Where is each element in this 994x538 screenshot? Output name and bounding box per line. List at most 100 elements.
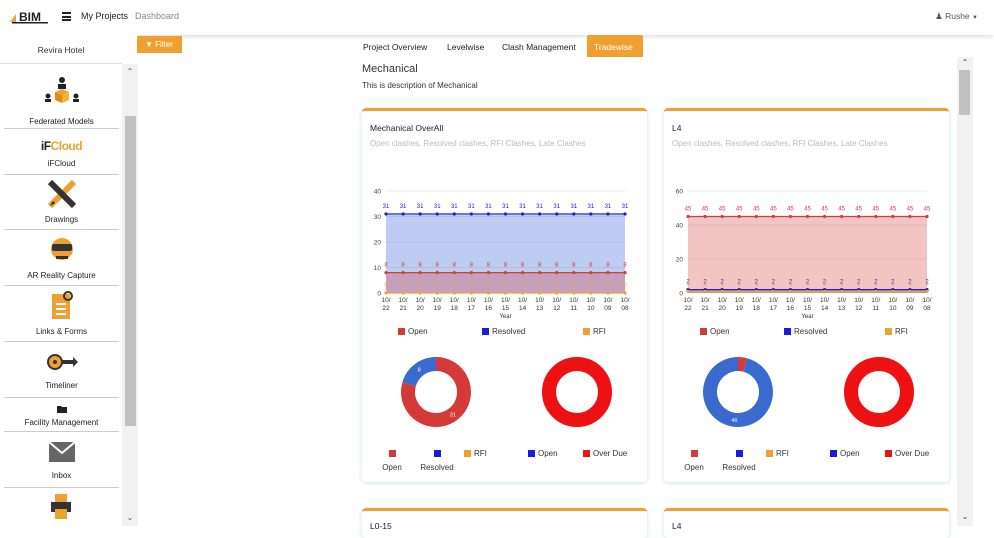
legend-resolved[interactable]: Resolved (784, 327, 827, 336)
donut-legend-open-due[interactable]: Open (830, 449, 860, 458)
donut-chart-clashes: 31 8 (401, 357, 471, 427)
sidebar-item-ifcloud[interactable]: iFCloud iFCloud (4, 130, 119, 175)
x-tick-label: 10/ (552, 297, 561, 304)
series-area-open (386, 272, 625, 293)
sidebar-item-timeliner[interactable]: Timeliner (4, 343, 119, 398)
data-point (572, 271, 576, 275)
x-axis-label: Year (499, 314, 511, 320)
data-point (788, 289, 793, 293)
sidebar-scroll-thumb[interactable] (125, 116, 136, 426)
chart-card-l4: L4 Open clashes, Resolved clashes, RFI C… (664, 108, 949, 482)
data-label: 2 (703, 280, 707, 286)
data-point (822, 289, 827, 293)
sidebar-item-federated-models[interactable]: Federated Models (4, 74, 119, 129)
data-label: 31 (588, 204, 595, 210)
data-label: 31 (434, 204, 441, 210)
data-label: 0 (606, 283, 610, 289)
donut-legend-open[interactable]: Open (682, 449, 706, 478)
sidebar-item-links-forms[interactable]: Links & Forms (4, 287, 119, 342)
sidebar-item-facility-management[interactable]: Facility Management (4, 399, 119, 432)
nav-dashboard[interactable]: Dashboard (135, 11, 180, 21)
area-chart: 0 10 20 30 40 8 8 8 8 8 8 8 8 8 8 8 8 8 8 8 31 31 31 31 31 31 31 31… (374, 189, 630, 321)
data-point (503, 212, 508, 216)
data-point (891, 289, 895, 293)
data-label: 0 (401, 283, 405, 289)
data-label: 31 (536, 204, 543, 210)
x-tick-label: 10/ (820, 297, 829, 304)
scroll-up-icon[interactable]: ⌃ (126, 67, 134, 76)
card-title: Mechanical OverAll (370, 123, 444, 133)
data-point (538, 271, 542, 275)
main-scrollbar[interactable] (957, 57, 973, 526)
nav-my-projects[interactable]: My Projects (81, 11, 129, 21)
donut-legend-rfi[interactable]: RFI (464, 449, 487, 458)
data-point (891, 214, 895, 219)
data-point (771, 214, 775, 219)
filter-button[interactable]: ▼ Filter (137, 36, 182, 53)
data-point (384, 271, 388, 275)
sidebar-item-drawings[interactable]: Drawings (4, 176, 119, 230)
legend-resolved[interactable]: Resolved (482, 327, 525, 336)
x-tick-label: 10/ (701, 297, 710, 304)
data-label: 2 (720, 280, 724, 286)
data-point (555, 212, 559, 216)
data-point (520, 271, 525, 275)
data-point (737, 214, 741, 219)
data-point (401, 271, 405, 275)
main-scroll-thumb[interactable] (959, 70, 970, 115)
scroll-down-icon[interactable]: ⌄ (126, 513, 134, 522)
main-scroll-down-icon[interactable]: ⌄ (961, 512, 969, 521)
sidebar-item-partial[interactable] (4, 490, 119, 530)
donut-legend-rfi[interactable]: RFI (766, 449, 789, 458)
data-point (418, 271, 422, 275)
tab-tradewise[interactable]: Tradewise (587, 35, 643, 57)
donut-legend-resolved[interactable]: Resolved (420, 449, 454, 478)
legend-rfi[interactable]: RFI (583, 327, 606, 336)
donut-legend-open[interactable]: Open (380, 449, 404, 478)
main-scroll-up-icon[interactable]: ⌃ (961, 58, 969, 67)
data-point (857, 289, 861, 293)
x-tick-label: 22 (382, 305, 390, 312)
project-name: Revira Hotel (0, 35, 122, 64)
data-label: 2 (891, 280, 895, 286)
data-point (503, 271, 508, 275)
legend-open[interactable]: Open (398, 327, 428, 336)
donut-legend-resolved[interactable]: Resolved (722, 449, 756, 478)
donut-legend-overdue[interactable]: Over Due (583, 449, 627, 458)
tab-project-overview[interactable]: Project Overview (363, 42, 428, 52)
donut-legend-overdue[interactable]: Over Due (885, 449, 929, 458)
data-label: 45 (787, 207, 794, 213)
x-tick-label: 10/ (535, 297, 544, 304)
x-tick-label: 15 (502, 305, 510, 312)
legend-rfi[interactable]: RFI (885, 327, 908, 336)
legend-open[interactable]: Open (700, 327, 730, 336)
data-label: 1 (703, 281, 707, 287)
x-tick-label: 10/ (735, 297, 744, 304)
data-label: 45 (804, 207, 811, 213)
y-tick-label: 20 (374, 240, 382, 247)
donut-slice (542, 357, 612, 427)
x-tick-label: 10/ (603, 297, 612, 304)
data-point (520, 212, 525, 216)
sidebar-item-ar-reality-capture[interactable]: AR Reality Capture (4, 231, 119, 286)
tab-levelwise[interactable]: Levelwise (447, 42, 485, 52)
data-label: 45 (821, 207, 828, 213)
donut-legend-open-due[interactable]: Open (528, 449, 558, 458)
section-description: This is description of Mechanical (362, 81, 478, 90)
sidebar-item-inbox[interactable]: Inbox (4, 433, 119, 488)
data-label: 45 (872, 207, 879, 213)
tab-clash-management[interactable]: Clash Management (502, 42, 576, 52)
data-label: 45 (907, 207, 914, 213)
bim-logo[interactable]: BIM (10, 8, 48, 24)
top-bar: BIM My Projects Dashboard ♟ Rushe ▼ (0, 0, 994, 35)
x-tick-label: 18 (451, 305, 459, 312)
x-tick-label: 11 (872, 305, 879, 312)
links-forms-icon (51, 291, 73, 319)
menu-toggle-icon[interactable] (62, 12, 71, 21)
user-menu[interactable]: ♟ Rushe ▼ (935, 11, 978, 22)
data-label: 2 (857, 280, 861, 286)
series-area-open (688, 216, 927, 293)
data-label: 1 (686, 281, 690, 287)
x-tick-label: 16 (787, 305, 795, 312)
data-point (555, 271, 559, 275)
